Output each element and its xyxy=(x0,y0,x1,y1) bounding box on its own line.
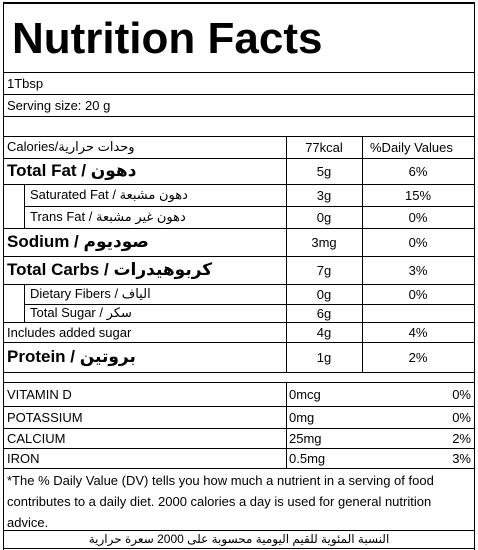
title: Nutrition Facts xyxy=(12,14,323,63)
rule xyxy=(4,468,474,469)
serving-text: Serving size: 20 g xyxy=(7,97,111,113)
nutrient-amount: 4g xyxy=(316,324,332,340)
vitamin-amount: 25mg xyxy=(289,430,322,446)
vitamin-label: IRON xyxy=(7,450,40,466)
nutrient-dv: 6% xyxy=(408,163,428,179)
rule xyxy=(4,406,474,407)
rule xyxy=(4,72,474,73)
nutrient-dv: 4% xyxy=(408,324,428,340)
nutrient-label: Total Carbs / كربوهيدرات xyxy=(7,260,213,279)
rule xyxy=(4,382,474,383)
rule xyxy=(4,228,474,229)
vitamin-dv: 2% xyxy=(452,430,471,446)
rule xyxy=(286,136,287,372)
nutrient-label: Total Fat / دهون xyxy=(7,161,137,180)
nutrient-dv: 0% xyxy=(408,209,428,225)
nutrient-amount: 1g xyxy=(316,349,332,365)
nutrient-amount: 3g xyxy=(316,187,332,203)
nutrient-label: Saturated Fat / دهون مشبعة xyxy=(30,187,188,202)
vitamin-dv: 3% xyxy=(452,450,471,466)
rule xyxy=(4,448,474,449)
rule xyxy=(4,372,474,373)
vitamin-dv: 0% xyxy=(452,386,471,402)
nutrient-label: Includes added sugar xyxy=(7,324,132,340)
rule xyxy=(4,322,474,323)
nutrient-amount: 7g xyxy=(316,262,332,278)
rule xyxy=(4,428,474,429)
rule xyxy=(24,206,474,207)
vitamin-label: POTASSIUM xyxy=(7,409,83,425)
rule xyxy=(24,304,25,322)
footnote-arabic: النسبة المئوية للقيم اليومية محسوبة على … xyxy=(88,532,390,546)
nutrient-label: Total Sugar / سكر xyxy=(30,305,132,320)
vitamin-amount: 0mg xyxy=(289,409,315,425)
rule xyxy=(4,158,474,159)
vitamin-label: VITAMIN D xyxy=(7,386,72,402)
nutrient-label: Sodium / صوديوم xyxy=(7,232,149,251)
header-dv: %Daily Values xyxy=(370,139,453,155)
nutrient-dv: 2% xyxy=(408,349,428,365)
header-amount: 77kcal xyxy=(305,139,343,155)
nutrient-dv: 15% xyxy=(404,187,432,203)
footnote: *The % Daily Value (DV) tells you how mu… xyxy=(7,473,434,530)
nutrient-dv: 0% xyxy=(408,234,428,250)
vitamin-dv: 0% xyxy=(452,409,471,425)
serving-text: 1Tbsp xyxy=(7,75,44,91)
rule xyxy=(3,548,475,549)
nutrient-dv: 0% xyxy=(408,286,428,302)
nutrient-label: Dietary Fibers / الياف xyxy=(30,286,151,301)
rule xyxy=(362,136,363,372)
rule xyxy=(286,382,287,468)
nutrient-amount: 3mg xyxy=(311,234,337,250)
nutrient-label: Protein / بروتين xyxy=(7,347,136,366)
rule xyxy=(4,256,474,257)
rule xyxy=(4,530,474,531)
rule xyxy=(24,206,25,228)
nutrient-amount: 0g xyxy=(316,209,332,225)
header-label: Calories/وحدات حرارية xyxy=(7,139,135,154)
nutrient-label: Trans Fat / دهون غير مشبعة xyxy=(30,209,186,224)
rule xyxy=(4,136,474,137)
rule xyxy=(3,2,4,550)
rule xyxy=(474,2,475,550)
vitamin-amount: 0mcg xyxy=(289,386,321,402)
rule xyxy=(4,116,474,117)
rule xyxy=(4,342,474,343)
rule xyxy=(3,2,475,4)
nutrient-dv: 3% xyxy=(408,262,428,278)
rule xyxy=(4,184,474,185)
rule xyxy=(24,304,474,305)
nutrient-amount: 0g xyxy=(316,286,332,302)
nutrient-amount: 5g xyxy=(316,163,332,179)
rule xyxy=(4,284,474,285)
rule xyxy=(24,184,25,206)
vitamin-label: CALCIUM xyxy=(7,430,66,446)
rule xyxy=(4,94,474,95)
rule xyxy=(24,284,25,304)
vitamin-amount: 0.5mg xyxy=(289,450,326,466)
nutrient-amount: 6g xyxy=(316,305,332,321)
